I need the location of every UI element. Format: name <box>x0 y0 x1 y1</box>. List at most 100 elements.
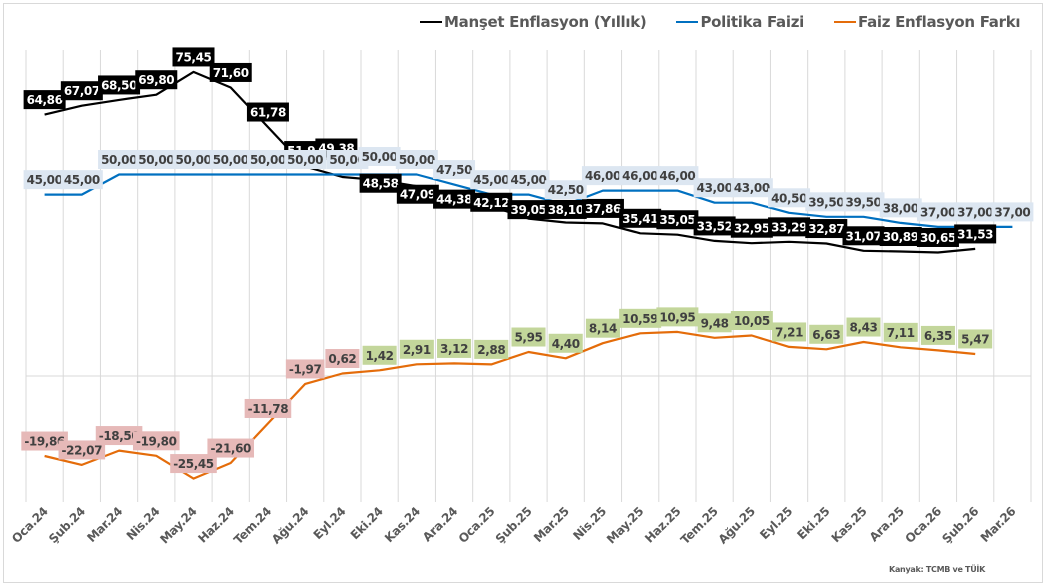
data-label-box <box>730 218 773 238</box>
data-label-text: -22,07 <box>62 443 103 457</box>
legend-item-policy-rate[interactable]: Politika Faizi <box>676 13 804 31</box>
data-label-rate-gap: 7,21 <box>772 322 807 342</box>
data-label-inflation: 30,65 <box>916 227 959 247</box>
data-label-inflation: 30,89 <box>879 227 922 247</box>
data-label-policy-rate: 46,00 <box>619 166 662 186</box>
data-label-policy-rate: 50,00 <box>284 150 327 169</box>
data-label-box <box>399 339 434 359</box>
data-label-text: 43,00 <box>697 181 733 195</box>
data-label-text: 47,09 <box>400 188 436 202</box>
data-label-rate-gap: 2,88 <box>474 339 509 359</box>
data-label-box <box>470 192 513 212</box>
data-label-text: 50,00 <box>362 150 398 164</box>
data-label-text: 37,00 <box>957 205 993 219</box>
data-label-box <box>98 150 141 169</box>
series-lines <box>44 70 1013 480</box>
data-label-inflation: 32,87 <box>805 219 848 239</box>
data-label-inflation: 31,07 <box>842 226 885 246</box>
data-label-box <box>805 192 848 212</box>
data-label-box <box>619 208 662 228</box>
data-label-box <box>507 170 550 190</box>
data-label-text: 43,00 <box>734 181 770 195</box>
legend-label-rate-gap: Faiz Enflasyon Farkı <box>858 13 1021 31</box>
data-label-policy-rate: 39,50 <box>842 192 885 212</box>
data-label-box <box>619 308 662 328</box>
data-label-box <box>474 339 509 359</box>
legend-item-inflation[interactable]: Manşet Enflasyon (Yıllık) <box>420 13 647 31</box>
data-label-box <box>170 454 217 474</box>
data-label-rate-gap: 5,95 <box>511 327 546 347</box>
data-label-rate-gap: 8,43 <box>846 317 881 337</box>
data-label-box <box>768 188 811 208</box>
data-label-box <box>359 173 402 193</box>
data-label-text: 2,91 <box>403 343 431 357</box>
data-label-inflation: 68,50 <box>98 75 141 95</box>
data-label-inflation: 37,86 <box>581 198 624 218</box>
data-label-inflation: 64,86 <box>23 90 66 110</box>
data-label-inflation: 35,05 <box>656 210 699 230</box>
data-label-box <box>548 333 583 353</box>
data-label-policy-rate: 43,00 <box>693 178 736 198</box>
legend-label-inflation: Manşet Enflasyon (Yıllık) <box>444 13 647 31</box>
data-label-policy-rate: 42,50 <box>544 180 587 200</box>
data-label-text: 45,00 <box>473 173 509 187</box>
data-label-box <box>772 322 807 342</box>
data-label-inflation: 69,80 <box>135 70 178 90</box>
data-label-inflation: 42,12 <box>470 192 513 212</box>
x-tick-label: Eyl.24 <box>311 504 349 542</box>
data-label-text: -21,60 <box>210 442 251 456</box>
x-tick-label: Tem.25 <box>678 504 721 547</box>
data-label-box <box>209 62 252 82</box>
x-tick-label: Haz.25 <box>642 504 683 545</box>
data-label-text: 3,12 <box>440 342 468 356</box>
data-label-policy-rate: 50,00 <box>172 150 215 169</box>
data-label-box <box>433 189 476 209</box>
data-label-policy-rate: 50,00 <box>358 147 401 166</box>
data-label-box <box>358 147 401 166</box>
data-label-box <box>326 150 369 169</box>
chart-frame <box>3 3 1043 583</box>
data-label-text: 44,38 <box>436 193 472 207</box>
data-label-box <box>656 210 699 230</box>
data-label-box <box>207 438 255 458</box>
data-label-rate-gap: -18,50 <box>95 426 143 446</box>
data-label-text: 30,65 <box>920 231 956 245</box>
data-label-policy-rate: 50,00 <box>326 150 369 169</box>
data-label-box <box>697 313 732 333</box>
inflation-data-labels: 64,8667,0768,5069,8075,4571,6061,7851,97… <box>23 47 997 247</box>
legend-item-rate-gap[interactable]: Faiz Enflasyon Farkı <box>834 13 1021 31</box>
data-label-text: 5,47 <box>961 332 989 346</box>
data-label-rate-gap: -19,80 <box>132 431 180 451</box>
data-label-rate-gap: 10,95 <box>656 307 699 327</box>
data-label-text: 48,58 <box>363 177 399 191</box>
data-label-rate-gap: -22,07 <box>58 440 106 460</box>
data-label-text: 50,00 <box>101 153 137 167</box>
data-label-rate-gap: -25,45 <box>170 454 217 474</box>
data-label-box <box>246 150 289 169</box>
data-label-inflation: 39,05 <box>507 200 550 220</box>
data-label-box <box>730 178 773 198</box>
data-label-text: 30,89 <box>883 230 919 244</box>
data-label-box <box>95 426 143 446</box>
data-label-box <box>511 327 546 347</box>
data-label-box <box>916 227 959 247</box>
data-label-rate-gap: 1,42 <box>362 345 397 365</box>
data-label-box <box>916 202 959 222</box>
data-label-box <box>433 160 476 180</box>
data-label-box <box>362 345 397 365</box>
data-label-inflation: 67,07 <box>60 81 103 101</box>
data-label-box <box>768 217 811 237</box>
data-label-text: 75,45 <box>176 50 212 64</box>
source-note: Kanyak: TCMB ve TÜİK <box>889 565 985 574</box>
data-label-policy-rate: 50,00 <box>246 150 289 169</box>
data-label-policy-rate: 46,00 <box>656 166 699 186</box>
x-tick-label: Tem.24 <box>231 504 274 547</box>
data-label-box <box>846 317 881 337</box>
data-label-box <box>396 184 439 204</box>
data-label-rate-gap: 0,62 <box>325 349 360 369</box>
data-label-box <box>991 202 1034 222</box>
data-label-rate-gap: -21,60 <box>207 438 255 458</box>
data-label-policy-rate: 50,00 <box>98 150 141 169</box>
data-label-text: 2,88 <box>477 343 505 357</box>
